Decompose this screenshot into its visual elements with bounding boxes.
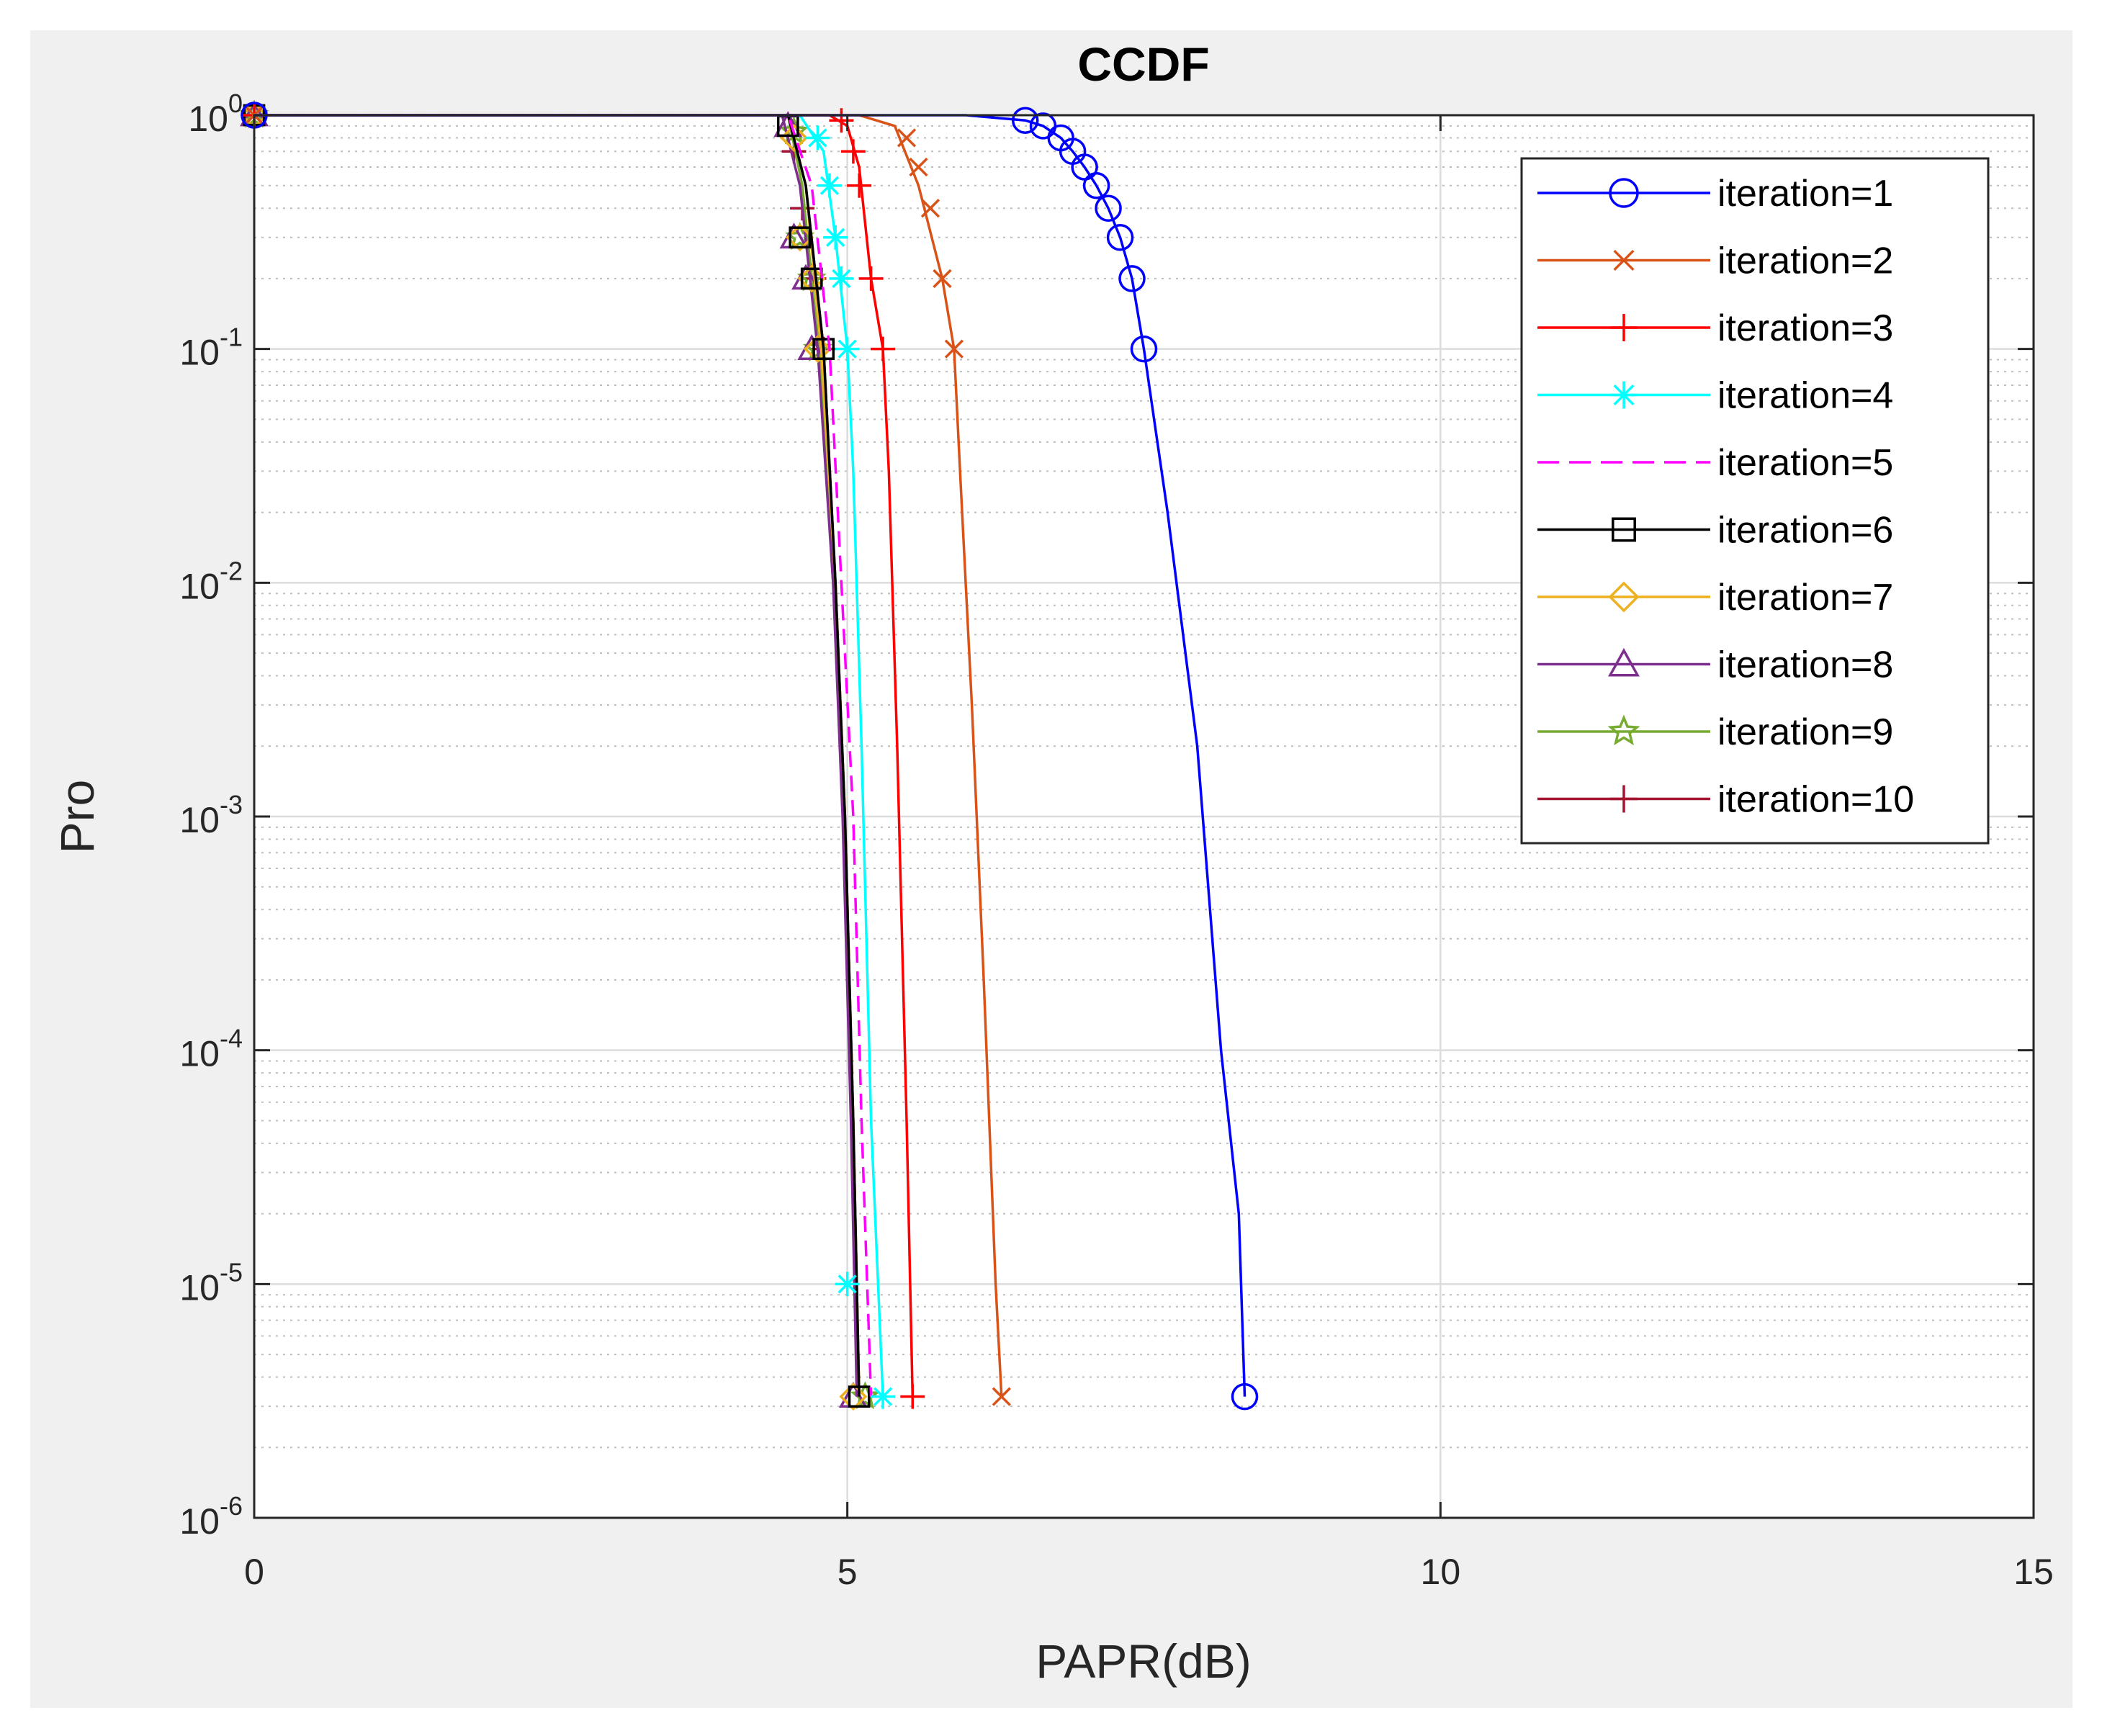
series-marker — [1608, 647, 1640, 677]
series-marker — [1095, 194, 1122, 222]
series-line — [254, 114, 873, 1397]
series-marker — [804, 335, 832, 364]
x-tick-label: 10 — [1421, 1552, 1461, 1592]
legend-entry: iteration=4 — [1537, 375, 1893, 417]
series-marker — [800, 267, 823, 290]
series-marker — [829, 108, 854, 133]
series-marker — [1106, 224, 1134, 251]
series-marker — [933, 269, 952, 289]
legend-entry: iteration=8 — [1537, 644, 1893, 686]
legend-entry: iteration=3 — [1537, 307, 1893, 349]
series-marker — [789, 226, 812, 249]
series-lines — [239, 99, 1259, 1411]
legend-label: iteration=3 — [1717, 307, 1893, 349]
series-iteration-2 — [244, 105, 1011, 1406]
series-marker — [812, 338, 835, 361]
series-marker — [1613, 249, 1635, 271]
series-iteration-1 — [241, 102, 1259, 1411]
x-tick-label: 5 — [837, 1552, 858, 1592]
series-marker — [1082, 171, 1110, 199]
legend-entry: iteration=7 — [1537, 577, 1893, 619]
series-line — [254, 114, 858, 1397]
legend-entry: iteration=5 — [1537, 442, 1893, 484]
series-marker — [909, 157, 928, 177]
series-marker — [1607, 714, 1640, 746]
chart-title: CCDF — [1077, 37, 1209, 91]
series-marker — [1610, 785, 1638, 813]
series-marker — [835, 336, 860, 361]
series-iteration-4 — [242, 103, 896, 1409]
legend-label: iteration=6 — [1717, 510, 1893, 552]
series-marker — [871, 336, 896, 361]
series-marker — [1608, 581, 1640, 613]
series-marker — [1610, 314, 1638, 341]
y-tick-label: 10-2 — [179, 556, 243, 606]
legend-entry: iteration=10 — [1537, 779, 1914, 821]
legend-label: iteration=1 — [1717, 173, 1893, 215]
series-marker — [1612, 517, 1636, 542]
legend: iteration=1 iteration=2 iteration=3 iterati… — [1520, 157, 1990, 845]
series-marker — [1609, 178, 1639, 208]
legend-entry: iteration=9 — [1537, 711, 1893, 753]
series-marker — [805, 125, 830, 150]
legend-label: iteration=5 — [1717, 442, 1893, 484]
series-marker — [839, 1382, 868, 1411]
y-tick-label: 10-3 — [179, 790, 243, 840]
legend-label: iteration=10 — [1717, 779, 1914, 821]
series-marker — [847, 173, 872, 198]
legend-box — [1520, 157, 1990, 845]
series-marker — [780, 123, 809, 152]
series-marker — [1118, 265, 1146, 292]
series-iteration-5 — [254, 114, 873, 1397]
series-marker — [829, 266, 854, 291]
y-tick-label: 10-5 — [179, 1257, 243, 1308]
legend-label: iteration=7 — [1717, 577, 1893, 619]
y-tick-label: 10-4 — [179, 1024, 243, 1074]
series-marker — [1231, 1382, 1259, 1411]
series-marker — [900, 1384, 925, 1409]
legend-entry: iteration=2 — [1537, 240, 1893, 282]
series-marker — [944, 339, 964, 359]
legend-label: iteration=8 — [1717, 644, 1893, 686]
series-marker — [840, 139, 866, 164]
y-tick-label: 100 — [188, 89, 243, 139]
series-marker — [797, 264, 826, 293]
series-marker — [848, 1385, 871, 1408]
y-tick-label: 10-1 — [179, 323, 243, 373]
x-tick-label: 0 — [244, 1552, 264, 1592]
series-marker — [786, 223, 814, 252]
series-marker — [992, 1387, 1011, 1406]
series-marker — [817, 173, 842, 198]
x-axis-ticks: 0 5 10 15 — [244, 115, 2054, 1592]
legend-label: iteration=9 — [1717, 711, 1893, 753]
series-marker — [823, 225, 848, 250]
y-axis-ticks: 100 10-1 10-2 10-3 10-4 10-5 10-6 — [179, 89, 2034, 1542]
legend-label: iteration=4 — [1717, 375, 1893, 417]
series-marker — [835, 1272, 860, 1297]
y-tick-label: 10-6 — [179, 1491, 243, 1542]
series-marker — [897, 128, 917, 148]
y-axis-label: Pro — [50, 780, 104, 854]
series-marker — [1012, 107, 1039, 134]
legend-label: iteration=2 — [1717, 240, 1893, 282]
series-marker — [858, 266, 884, 291]
x-tick-label: 15 — [2013, 1552, 2054, 1592]
series-iteration-3 — [242, 103, 925, 1409]
series-marker — [871, 1384, 896, 1409]
series-marker — [920, 199, 940, 218]
series-marker — [1610, 381, 1638, 409]
legend-entry: iteration=1 — [1537, 173, 1893, 215]
x-axis-label: PAPR(dB) — [1036, 1634, 1252, 1688]
series-marker — [1130, 335, 1158, 363]
legend-entry: iteration=6 — [1537, 510, 1893, 552]
grid — [253, 114, 2035, 1519]
